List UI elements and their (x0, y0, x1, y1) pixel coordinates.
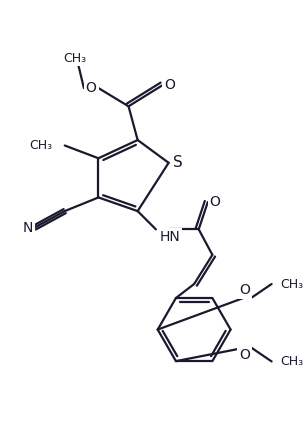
Text: O: O (86, 81, 97, 95)
Text: O: O (164, 78, 175, 93)
Text: N: N (22, 221, 32, 235)
Text: HN: HN (159, 230, 180, 243)
Text: CH₃: CH₃ (281, 355, 304, 368)
Text: O: O (210, 195, 221, 209)
Text: CH₃: CH₃ (281, 278, 304, 291)
Text: CH₃: CH₃ (29, 139, 52, 152)
Text: O: O (239, 283, 250, 297)
Text: CH₃: CH₃ (63, 52, 86, 65)
Text: O: O (239, 348, 250, 362)
Text: S: S (173, 155, 183, 170)
